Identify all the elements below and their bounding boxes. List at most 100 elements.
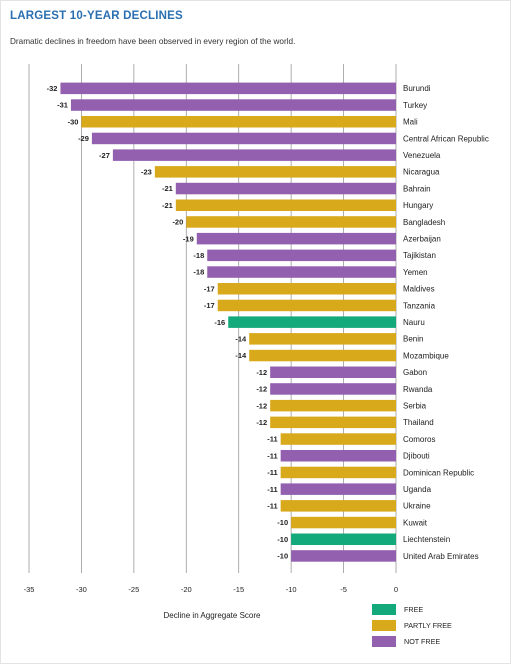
bar <box>291 516 396 529</box>
y-tick-label: Benin <box>403 335 423 344</box>
legend-item-free: FREE <box>372 604 452 615</box>
bar <box>217 283 396 295</box>
data-label: -11 <box>267 501 277 510</box>
bar <box>270 366 396 378</box>
y-tick-label: Bangladesh <box>403 218 445 227</box>
bar <box>249 349 396 362</box>
bar <box>175 199 396 211</box>
bar <box>280 433 396 445</box>
bar <box>291 550 396 562</box>
y-tick-label: Mali <box>403 118 418 127</box>
legend-swatch-not-free <box>372 636 396 647</box>
x-axis-title: Decline in Aggregate Score <box>164 611 262 620</box>
data-label: -10 <box>277 535 288 544</box>
data-label: -11 <box>267 435 277 444</box>
y-tick-label: Turkey <box>403 101 427 110</box>
y-tick-label: Mozambique <box>403 351 449 360</box>
y-tick-label: Hungary <box>403 201 433 210</box>
data-label: -12 <box>256 418 267 427</box>
bar <box>249 333 396 345</box>
y-tick-label: Liechtenstein <box>403 535 450 544</box>
data-label: -11 <box>267 485 277 494</box>
bar <box>280 483 396 495</box>
legend-item-partly-free: PARTLY FREE <box>372 620 452 631</box>
data-label: -14 <box>235 334 247 343</box>
chart-title: LARGEST 10-YEAR DECLINES <box>10 10 183 22</box>
y-tick-label: Tajikistan <box>403 251 436 260</box>
x-tick-label: -35 <box>24 585 35 594</box>
bar <box>60 82 396 95</box>
x-tick-label: -5 <box>340 585 347 594</box>
y-tick-label: Central African Republic <box>403 134 489 143</box>
y-tick-label: Dominican Republic <box>403 468 474 477</box>
x-tick-label: -30 <box>76 585 87 594</box>
chart-subtitle: Dramatic declines in freedom have been o… <box>10 37 296 46</box>
x-tick-label: -20 <box>181 585 192 594</box>
data-label: -31 <box>57 101 68 110</box>
data-label: -18 <box>193 251 204 260</box>
bar <box>270 383 396 395</box>
data-label: -21 <box>162 184 173 193</box>
data-label: -17 <box>204 284 215 293</box>
bar <box>280 466 396 479</box>
legend-swatch-free <box>372 604 396 615</box>
bar <box>280 450 396 462</box>
data-label: -10 <box>277 518 288 527</box>
bar <box>280 500 396 512</box>
data-label: -27 <box>99 151 110 160</box>
y-tick-label: Rwanda <box>403 385 433 394</box>
bar <box>81 116 396 128</box>
bar <box>175 182 396 195</box>
x-tick-label: -25 <box>128 585 139 594</box>
y-tick-label: Kuwait <box>403 518 428 527</box>
y-tick-label: Nicaragua <box>403 168 440 177</box>
legend-label-free: FREE <box>404 605 424 614</box>
bar <box>207 266 396 278</box>
bar <box>186 216 396 228</box>
legend: FREE PARTLY FREE NOT FREE <box>372 604 452 652</box>
bar <box>217 299 396 312</box>
data-label: -11 <box>267 451 277 460</box>
x-tick-label: 0 <box>394 585 398 594</box>
data-label: -10 <box>277 552 288 561</box>
data-label: -30 <box>68 117 79 126</box>
data-label: -14 <box>235 351 247 360</box>
data-label: -12 <box>256 385 267 394</box>
y-tick-label: Gabon <box>403 368 427 377</box>
bar <box>207 249 396 262</box>
y-tick-label: Maldives <box>403 285 435 294</box>
y-tick-label: Nauru <box>403 318 425 327</box>
data-label: -12 <box>256 401 267 410</box>
data-label: -20 <box>172 218 183 227</box>
legend-swatch-partly-free <box>372 620 396 631</box>
y-tick-label: Burundi <box>403 84 431 93</box>
y-tick-label: Comoros <box>403 435 435 444</box>
data-label: -16 <box>214 318 225 327</box>
legend-label-not-free: NOT FREE <box>404 637 441 646</box>
x-tick-label: -15 <box>233 585 244 594</box>
y-tick-label: Serbia <box>403 401 427 410</box>
legend-item-not-free: NOT FREE <box>372 636 452 647</box>
data-label: -19 <box>183 234 194 243</box>
y-tick-label: Ukraine <box>403 502 431 511</box>
y-tick-label: Tanzania <box>403 301 436 310</box>
bar <box>112 149 396 161</box>
bar <box>270 416 396 429</box>
data-label: -23 <box>141 167 152 176</box>
bar <box>228 316 396 328</box>
y-tick-label: Yemen <box>403 268 428 277</box>
bar <box>154 166 396 178</box>
y-tick-label: Azerbaijan <box>403 234 441 243</box>
y-tick-label: Bahrain <box>403 184 431 193</box>
y-tick-label: Thailand <box>403 418 434 427</box>
y-tick-label: Djibouti <box>403 452 430 461</box>
data-label: -17 <box>204 301 215 310</box>
x-tick-label: -10 <box>286 585 297 594</box>
bar <box>70 99 396 111</box>
data-label: -29 <box>78 134 89 143</box>
y-tick-label: Uganda <box>403 485 432 494</box>
data-label: -21 <box>162 201 173 210</box>
bar <box>196 232 396 245</box>
bar <box>91 132 397 145</box>
